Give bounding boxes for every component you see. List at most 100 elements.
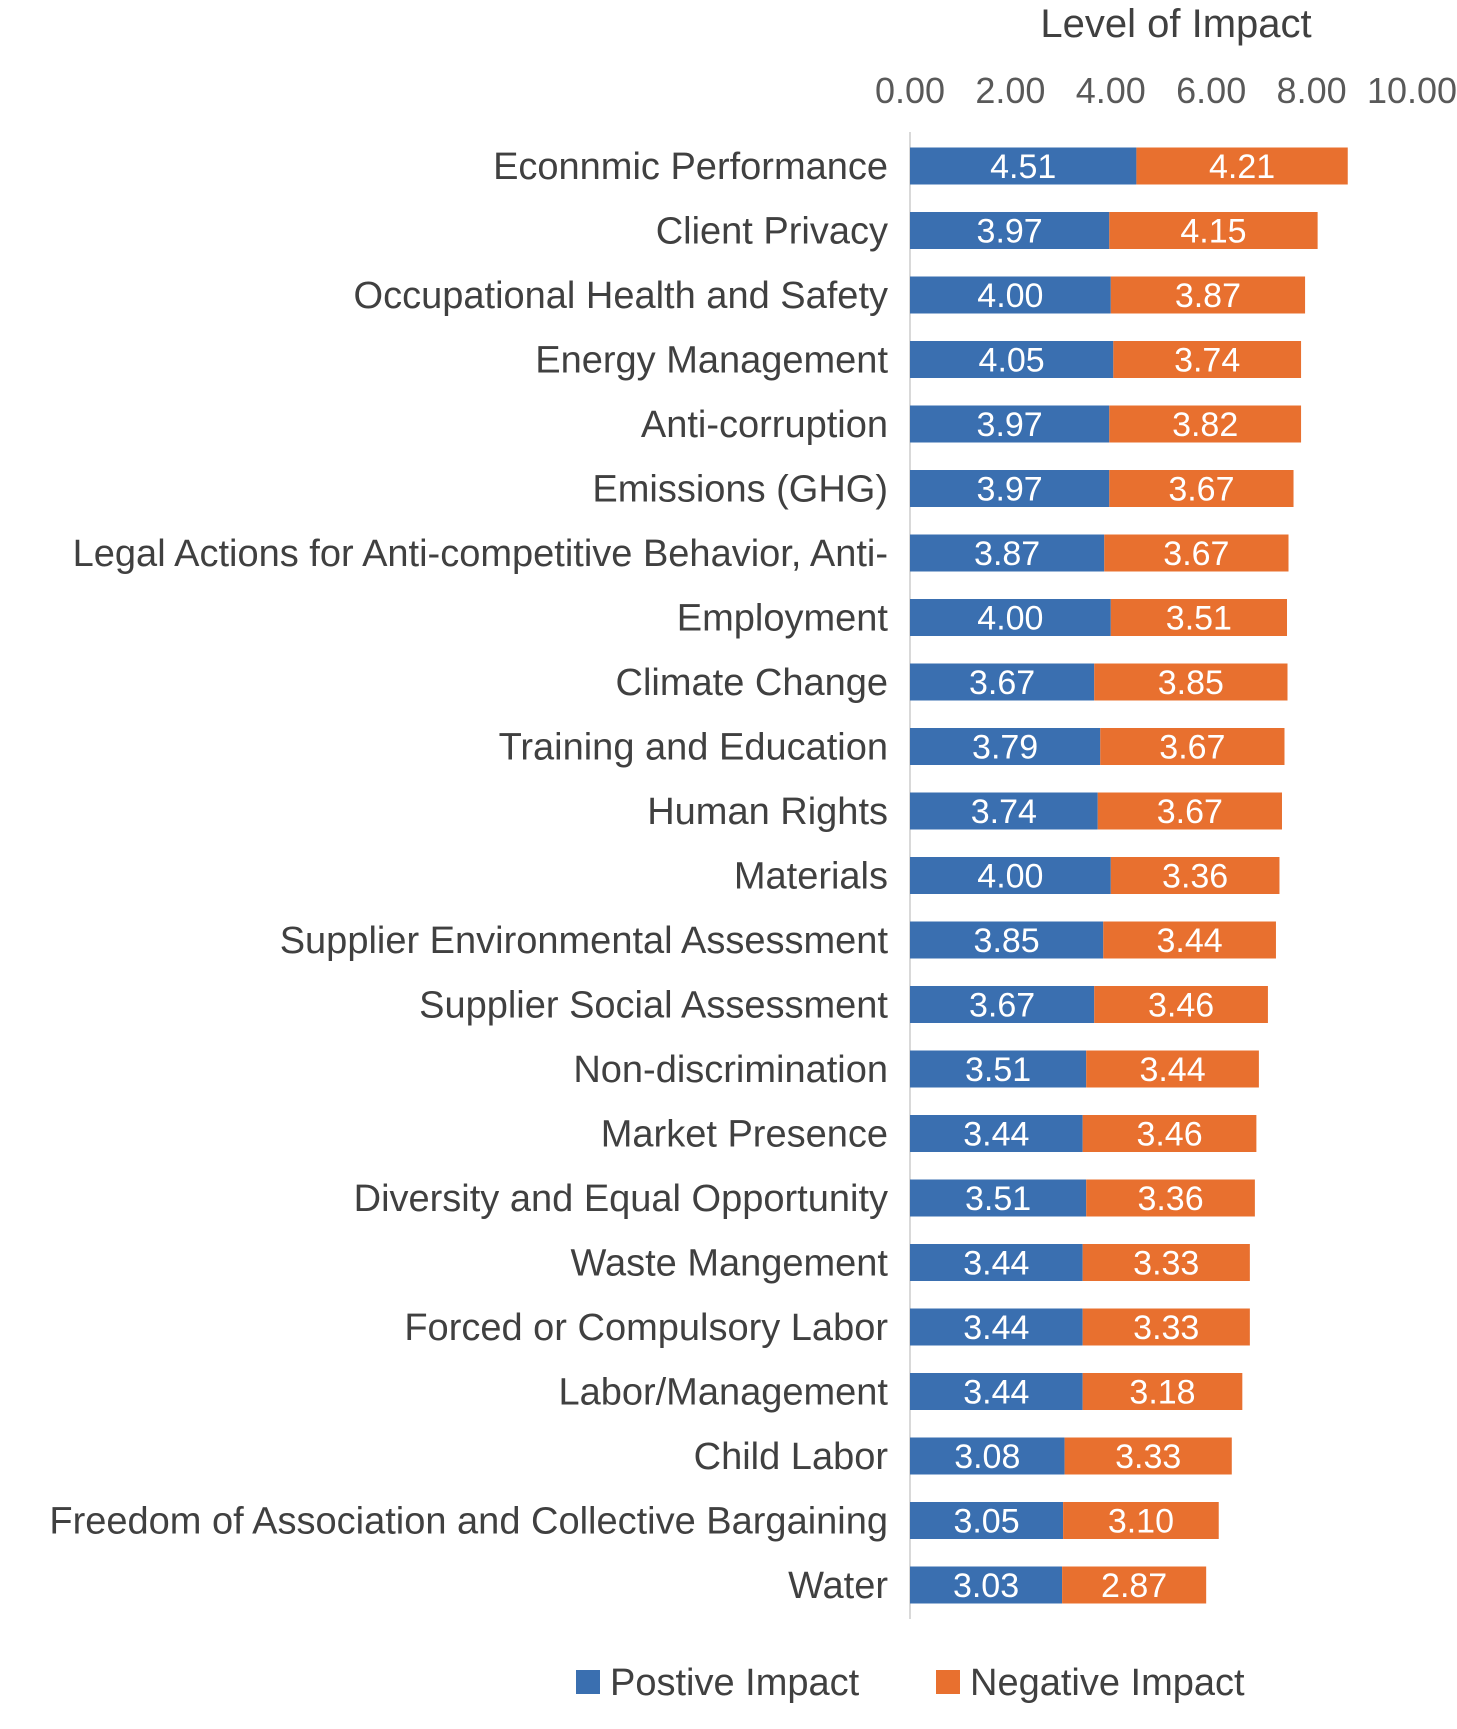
data-label-positive: 4.05 [979, 342, 1045, 380]
data-label-negative: 4.15 [1180, 213, 1246, 251]
data-label-positive: 4.00 [977, 600, 1043, 638]
bar-negative [1136, 147, 1348, 185]
category-label: Employment [677, 598, 889, 640]
bar-negative [1082, 1244, 1250, 1281]
data-label-negative: 3.67 [1168, 471, 1234, 509]
category-label: Water [788, 1565, 888, 1607]
x-tick-label: 8.00 [1277, 70, 1347, 111]
data-label-negative: 3.46 [1136, 1116, 1202, 1154]
category-label: Forced or Compulsory Labor [404, 1307, 888, 1349]
bar-positive [910, 857, 1111, 894]
category-label: Diversity and Equal Opportunity [354, 1178, 888, 1220]
bar-negative [1082, 1115, 1257, 1152]
category-label: Legal Actions for Anti-competitive Behav… [73, 533, 888, 575]
data-label-negative: 3.67 [1157, 793, 1223, 831]
data-label-positive: 3.44 [963, 1309, 1029, 1347]
category-label: Materials [734, 856, 888, 898]
data-label-positive: 3.74 [971, 793, 1037, 831]
bar-negative [1063, 1502, 1219, 1539]
data-label-positive: 3.79 [972, 729, 1038, 767]
category-label: Energy Management [535, 340, 888, 382]
data-label-positive: 4.51 [990, 148, 1056, 186]
bar-negative [1062, 1566, 1207, 1604]
bar-negative [1103, 921, 1276, 959]
category-label: Market Presence [601, 1114, 888, 1156]
bar-positive [910, 1566, 1063, 1604]
bar-positive [910, 534, 1105, 572]
data-label-negative: 3.74 [1174, 342, 1240, 380]
category-label: Supplier Social Assessment [419, 985, 888, 1027]
data-label-negative: 3.87 [1175, 277, 1241, 315]
bar-positive [910, 1050, 1087, 1088]
bar-positive [910, 1179, 1087, 1217]
bar-negative [1110, 599, 1288, 636]
x-tick-label: 2.00 [975, 70, 1045, 111]
bar-negative [1109, 212, 1318, 249]
data-label-negative: 3.10 [1108, 1503, 1174, 1541]
bar-negative [1097, 792, 1282, 830]
data-label-negative: 3.46 [1148, 987, 1214, 1025]
category-label: Non-discrimination [573, 1049, 888, 1091]
data-label-positive: 3.44 [963, 1116, 1029, 1154]
category-label: Occupational Health and Safety [354, 275, 888, 317]
data-label-negative: 3.67 [1159, 729, 1225, 767]
legend-swatch-negative [936, 1670, 960, 1694]
category-label: Labor/Management [558, 1372, 888, 1414]
data-label-positive: 3.87 [974, 535, 1040, 573]
category-label: Child Labor [694, 1436, 889, 1478]
bar-negative [1086, 1050, 1259, 1088]
x-tick-label: 6.00 [1176, 70, 1246, 111]
bar-positive [910, 341, 1114, 378]
data-label-negative: 3.67 [1163, 535, 1229, 573]
category-label: Climate Change [616, 662, 888, 704]
bar-negative [1064, 1437, 1232, 1475]
data-label-negative: 3.33 [1133, 1245, 1199, 1283]
data-label-positive: 3.44 [963, 1374, 1029, 1412]
data-label-positive: 3.44 [963, 1245, 1029, 1283]
data-label-negative: 3.36 [1137, 1180, 1203, 1218]
data-label-positive: 3.08 [954, 1438, 1020, 1476]
bar-positive [910, 1244, 1083, 1281]
data-label-negative: 3.33 [1133, 1309, 1199, 1347]
data-label-positive: 3.05 [953, 1503, 1019, 1541]
bar-positive [910, 792, 1098, 830]
bar-negative [1110, 276, 1306, 314]
legend-label-negative: Negative Impact [970, 1662, 1245, 1704]
bar-positive [910, 147, 1137, 185]
category-label: Anti-corruption [641, 404, 888, 446]
category-label: Supplier Environmental Assessment [280, 920, 889, 962]
x-axis-ticks: 0.00 2.00 4.00 6.00 8.00 10.00 [875, 70, 1457, 111]
legend-label-positive: Postive Impact [610, 1662, 860, 1704]
x-tick-label: 4.00 [1076, 70, 1146, 111]
bar-positive [910, 470, 1110, 507]
category-label: Training and Education [499, 727, 888, 769]
bar-negative [1104, 534, 1289, 572]
category-label: Client Privacy [656, 211, 888, 253]
bar-positive [910, 986, 1095, 1023]
bar-negative [1109, 405, 1302, 443]
bar-negative [1109, 470, 1294, 507]
category-label: Human Rights [647, 791, 888, 833]
data-label-negative: 3.85 [1158, 664, 1224, 702]
bar-negative [1082, 1373, 1243, 1410]
bar-positive [910, 276, 1111, 314]
data-label-positive: 3.51 [965, 1180, 1031, 1218]
bar-positive [910, 921, 1104, 959]
category-label: Waste Mangement [570, 1243, 888, 1285]
category-label: Freedom of Association and Collective Ba… [49, 1501, 888, 1543]
data-label-negative: 3.82 [1172, 406, 1238, 444]
bar-negative [1094, 986, 1268, 1023]
data-label-negative: 4.21 [1209, 148, 1275, 186]
data-label-negative: 3.18 [1129, 1374, 1195, 1412]
bar-negative [1086, 1179, 1255, 1217]
data-label-positive: 3.51 [965, 1051, 1031, 1089]
legend-swatch-positive [576, 1670, 600, 1694]
bar-negative [1094, 663, 1288, 701]
bar-negative [1110, 857, 1280, 894]
data-label-positive: 3.67 [969, 664, 1035, 702]
data-label-positive: 3.85 [974, 922, 1040, 960]
data-label-positive: 3.97 [977, 471, 1043, 509]
data-label-positive: 3.97 [977, 213, 1043, 251]
data-label-negative: 3.33 [1115, 1438, 1181, 1476]
